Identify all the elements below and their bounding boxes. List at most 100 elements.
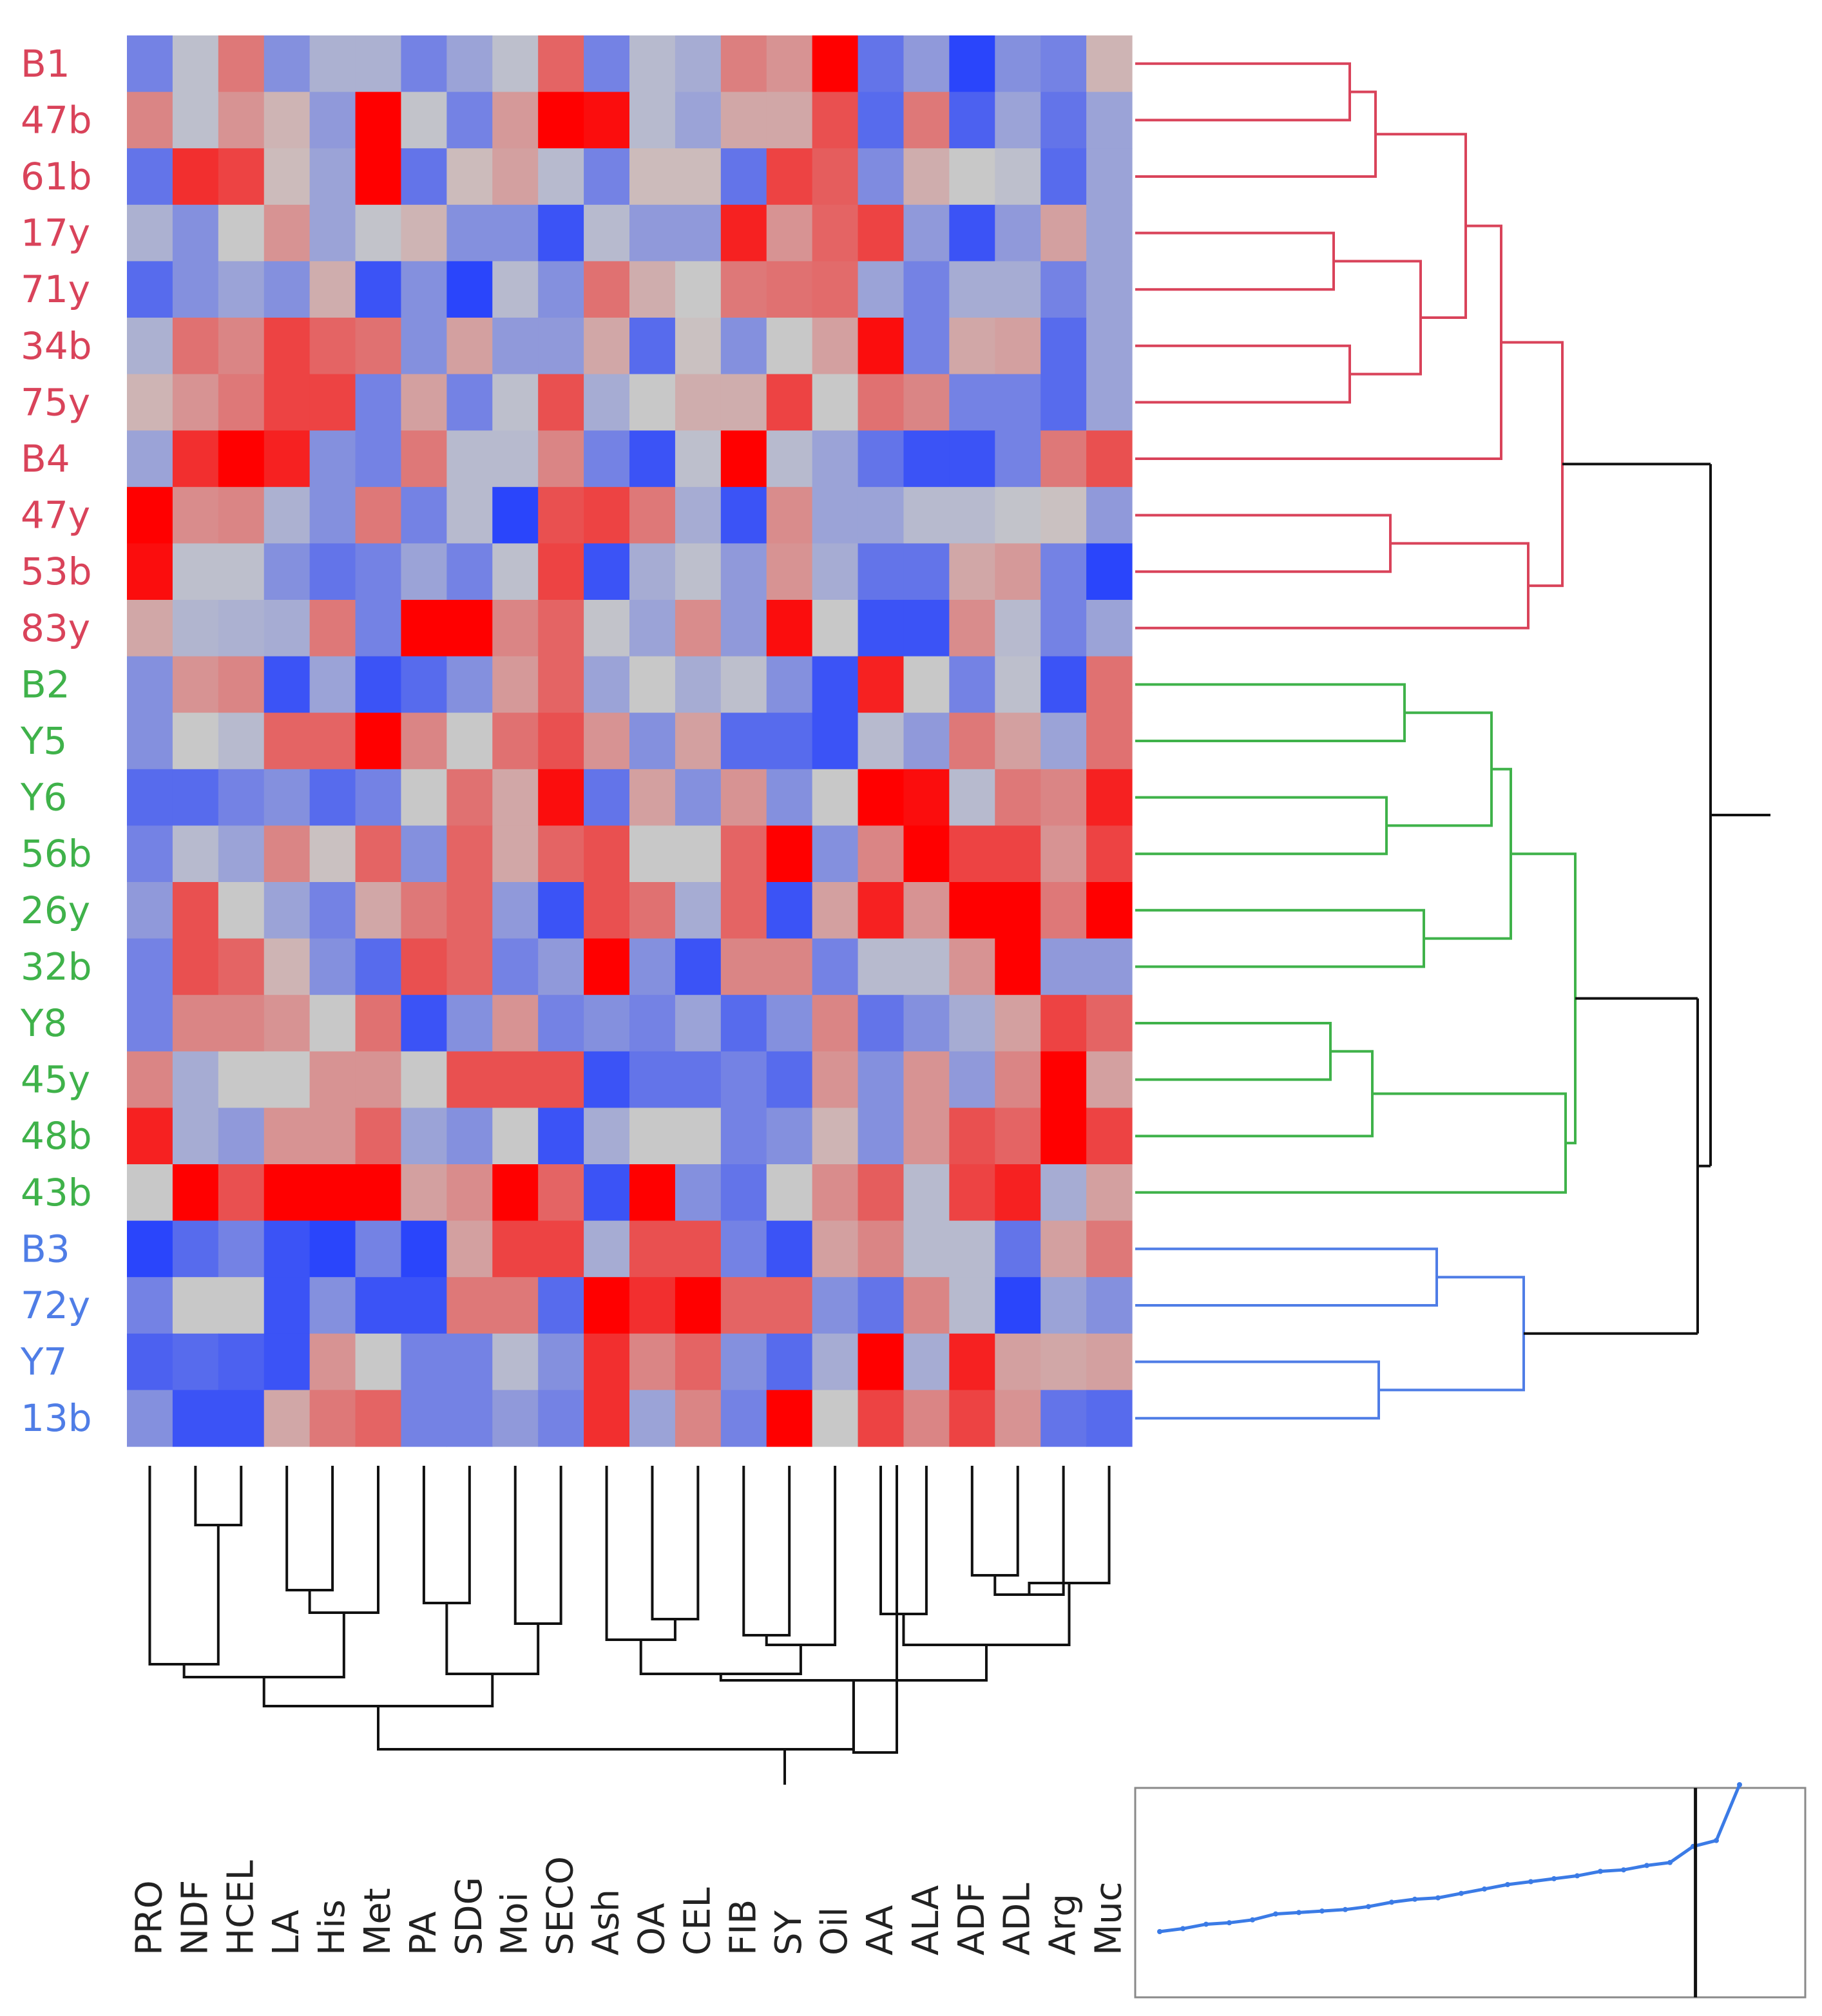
heatmap-cell [492, 769, 539, 826]
dendrogram-link [1379, 1276, 1525, 1392]
heatmap-cell [1040, 995, 1087, 1052]
heatmap-cell [492, 1390, 539, 1447]
heatmap-cell [401, 1051, 447, 1108]
heatmap-cell [401, 656, 447, 713]
heatmap-cell [903, 995, 950, 1052]
dendrogram-link [605, 1466, 676, 1641]
heatmap-cell [355, 995, 402, 1052]
heatmap-cell [675, 769, 722, 826]
heatmap-cell [858, 430, 905, 488]
heatmap-cell [766, 91, 813, 149]
heatmap-cell [903, 318, 950, 375]
heatmap-cell [766, 1390, 813, 1447]
heatmap-cell [127, 600, 173, 657]
heatmap-cell [127, 882, 173, 939]
heatmap-cell [949, 1164, 995, 1222]
heatmap-cell [264, 486, 311, 544]
heatmap-cell [172, 769, 219, 826]
heatmap-cell [629, 1051, 676, 1108]
heatmap-cell [492, 1108, 539, 1165]
heatmap-cell [812, 1108, 859, 1165]
dendrogram-link [1135, 908, 1425, 968]
heatmap-cell [858, 543, 905, 600]
heatmap-cell [264, 713, 311, 770]
heatmap-cell [584, 1051, 630, 1108]
heatmap-cell [355, 656, 402, 713]
heatmap-cell [355, 374, 402, 431]
heatmap-cell [218, 1277, 265, 1334]
row-label: 53b [21, 550, 92, 593]
heatmap-cell [766, 261, 813, 318]
row-label: 71y [21, 267, 90, 311]
heatmap-cell [584, 430, 630, 488]
heatmap-cell [903, 1164, 950, 1222]
heatmap-cell [446, 1220, 493, 1278]
heatmap-cell [1040, 91, 1087, 149]
heatmap-cell [720, 995, 767, 1052]
heatmap-cell [1086, 1277, 1133, 1334]
heatmap-cell [446, 1108, 493, 1165]
column-label: SY [768, 1910, 810, 1955]
dendrogram-link [1135, 1247, 1438, 1307]
heatmap-cell [1086, 713, 1133, 770]
heatmap-cell [629, 656, 676, 713]
heatmap-cell [127, 995, 173, 1052]
heatmap-cell [949, 374, 995, 431]
heatmap-cell [858, 35, 905, 93]
inset-series-line [1159, 1784, 1741, 1934]
heatmap-cell [172, 374, 219, 431]
heatmap-cell [584, 543, 630, 600]
heatmap-cell [355, 1164, 402, 1222]
heatmap-cell [903, 1277, 950, 1334]
heatmap-cell [538, 600, 584, 657]
heatmap-cell [172, 543, 219, 600]
heatmap-cell [127, 769, 173, 826]
heatmap-cell [492, 318, 539, 375]
column-label: CEL [676, 1887, 718, 1955]
row-label: 13b [21, 1396, 92, 1440]
row-label: 45y [21, 1058, 90, 1102]
heatmap-cell [309, 825, 356, 883]
heatmap-cell [1086, 35, 1133, 93]
heatmap-cell [355, 600, 402, 657]
heatmap-cell [446, 430, 493, 488]
heatmap-cell [584, 825, 630, 883]
dendrogram-link [742, 1466, 791, 1637]
heatmap-cell [309, 1220, 356, 1278]
heatmap-cell [446, 1277, 493, 1334]
heatmap-cell [172, 204, 219, 262]
heatmap-cell [127, 1220, 173, 1278]
heatmap-cell [720, 825, 767, 883]
heatmap-cell [858, 1333, 905, 1390]
heatmap-cell [995, 1220, 1041, 1278]
heatmap-cell [858, 204, 905, 262]
heatmap-cell [172, 1220, 219, 1278]
heatmap-cell [309, 713, 356, 770]
inset-point [1250, 1917, 1255, 1923]
heatmap-cell [675, 35, 722, 93]
heatmap-cell [720, 1108, 767, 1165]
dendrogram-link [1135, 224, 1502, 460]
heatmap-cell [584, 1333, 630, 1390]
heatmap-cell [675, 374, 722, 431]
heatmap-cell [584, 1108, 630, 1165]
heatmap-cell [538, 1277, 584, 1334]
heatmap-cell [903, 938, 950, 995]
row-label: 26y [21, 888, 90, 932]
heatmap-cell [446, 825, 493, 883]
heatmap-cell [675, 600, 722, 657]
heatmap-cell [538, 713, 584, 770]
heatmap-cell [1040, 825, 1087, 883]
heatmap-cell [766, 825, 813, 883]
heatmap-cell [355, 1220, 402, 1278]
heatmap-cell [538, 1108, 584, 1165]
heatmap-cell [858, 600, 905, 657]
heatmap-cell [355, 938, 402, 995]
heatmap-cell [1040, 656, 1087, 713]
heatmap-cell [538, 261, 584, 318]
row-label: B4 [21, 437, 70, 481]
heatmap-cell [492, 882, 539, 939]
heatmap-cell [127, 374, 173, 431]
heatmap-cell [309, 204, 356, 262]
